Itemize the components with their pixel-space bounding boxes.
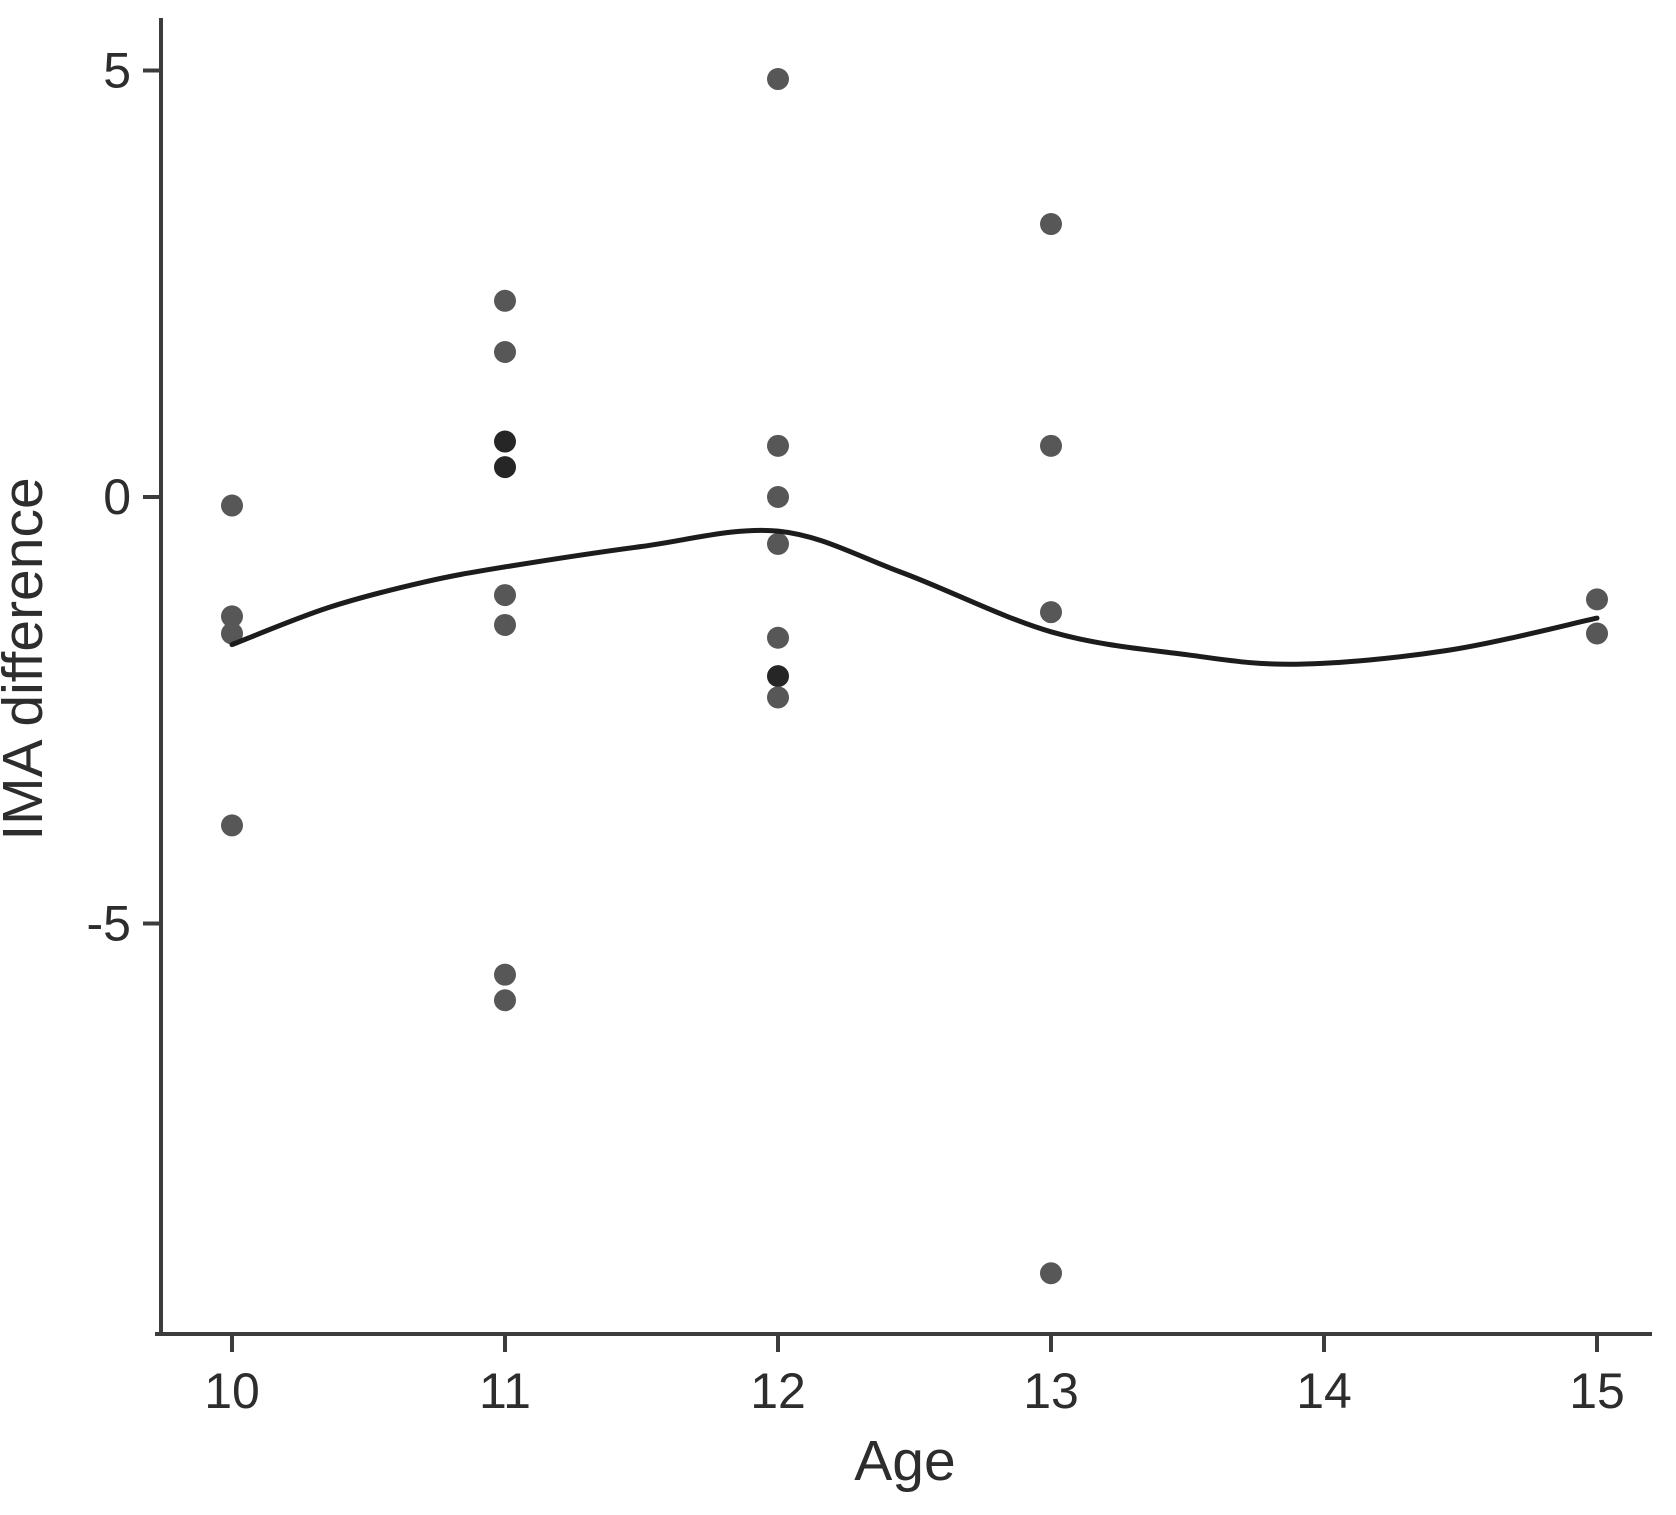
data-point [767, 434, 789, 457]
data-point [494, 456, 516, 479]
data-point [1040, 434, 1062, 457]
data-point [494, 340, 516, 363]
data-point [221, 605, 243, 628]
x-tick-label: 12 [750, 1363, 806, 1419]
trend-line-layer [229, 527, 1600, 667]
data-point [1040, 213, 1062, 236]
y-tick-label: -5 [87, 896, 131, 952]
data-point [221, 494, 243, 517]
x-tick-label: 14 [1296, 1363, 1352, 1419]
y-tick-label: 5 [103, 43, 131, 99]
data-point [494, 584, 516, 607]
data-point [1586, 622, 1608, 645]
y-tick-label: 0 [103, 469, 131, 525]
data-point [1040, 601, 1062, 624]
data-point [1040, 1262, 1062, 1285]
data-point [767, 68, 789, 91]
data-point [767, 665, 789, 688]
x-tick-label: 10 [204, 1363, 260, 1419]
labels-layer: Age IMA difference [0, 477, 956, 1493]
data-point [767, 686, 789, 709]
x-tick-label: 15 [1569, 1363, 1625, 1419]
scatter-points-layer [221, 68, 1608, 1285]
data-point [494, 963, 516, 986]
data-point [767, 626, 789, 649]
data-point [494, 289, 516, 312]
x-tick-label: 11 [479, 1363, 531, 1419]
y-axis-title: IMA difference [0, 477, 55, 840]
axes-layer: 5 0 -5 10 11 12 13 14 15 [87, 18, 1652, 1419]
data-point [494, 613, 516, 636]
x-tick-label: 13 [1023, 1363, 1079, 1419]
data-point [221, 622, 243, 645]
data-point [494, 989, 516, 1012]
data-point [767, 486, 789, 508]
x-axis-title: Age [854, 1429, 955, 1493]
data-point [767, 532, 789, 555]
data-point [494, 430, 516, 453]
data-point [221, 814, 243, 837]
data-point [1586, 588, 1608, 611]
trend-line [229, 527, 1600, 667]
